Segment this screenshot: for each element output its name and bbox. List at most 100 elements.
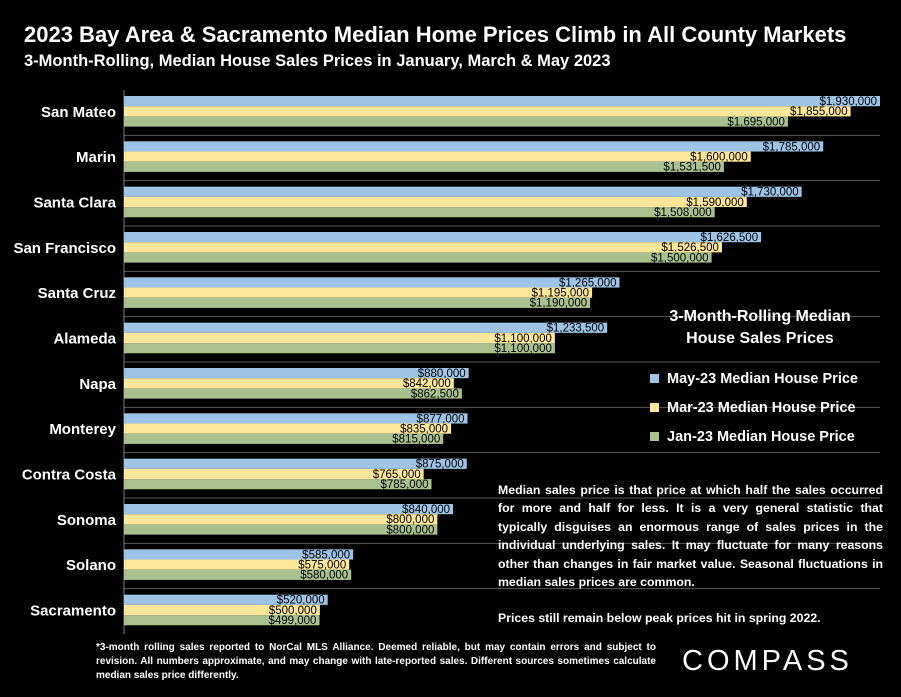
data-label: $1,730,000 (741, 187, 799, 199)
category-label: Sonoma (57, 512, 117, 529)
data-label: $1,600,000 (690, 152, 748, 164)
legend-swatch-may (650, 374, 659, 383)
data-label: $880,000 (418, 368, 466, 380)
bar (124, 468, 424, 480)
data-label: $1,590,000 (686, 197, 744, 209)
bar (124, 343, 555, 354)
bar (124, 297, 591, 308)
bar (124, 549, 354, 560)
data-label: $875,000 (416, 459, 464, 471)
bar (124, 514, 438, 525)
data-label: $1,930,000 (819, 96, 877, 108)
data-label: $1,626,500 (701, 232, 759, 244)
data-label: $1,785,000 (763, 141, 821, 153)
legend-title-line2: House Sales Prices (686, 330, 834, 347)
data-label: $1,233,500 (547, 323, 605, 335)
legend-item-may: May-23 Median House Price (650, 364, 890, 393)
bar (124, 196, 747, 208)
bar (124, 594, 328, 605)
category-label: San Francisco (13, 240, 116, 257)
bar (124, 277, 620, 288)
bar (124, 569, 352, 580)
category-label: Marin (76, 149, 116, 166)
data-label: $1,265,000 (559, 277, 617, 289)
legend-swatch-mar (650, 403, 659, 412)
data-label: $1,100,000 (494, 333, 552, 345)
data-label: $842,000 (403, 378, 451, 390)
bar (124, 413, 468, 424)
bar (124, 242, 722, 253)
bar (124, 207, 715, 218)
legend-title: 3-Month-Rolling Median House Sales Price… (650, 306, 870, 350)
data-label: $580,000 (300, 570, 348, 582)
chart-title: 2023 Bay Area & Sacramento Median Home P… (24, 22, 847, 47)
bar (124, 559, 350, 570)
legend: 3-Month-Rolling Median House Sales Price… (650, 306, 890, 451)
data-label: $1,100,000 (494, 343, 552, 355)
category-label: Napa (79, 376, 116, 393)
bar (124, 504, 454, 515)
data-label: $877,000 (417, 413, 465, 425)
data-label: $1,190,000 (530, 298, 588, 310)
legend-label-mar: Mar-23 Median House Price (667, 399, 856, 416)
bar (124, 524, 438, 535)
bar (124, 141, 824, 152)
data-label: $862,500 (411, 388, 459, 400)
data-label: $1,508,000 (654, 207, 712, 219)
bar (124, 615, 320, 626)
category-label: Sacramento (30, 602, 116, 619)
data-label: $840,000 (402, 504, 450, 516)
bar (124, 433, 444, 444)
bar (124, 388, 462, 399)
bar (124, 151, 751, 162)
data-label: $1,695,000 (727, 116, 785, 128)
legend-label-may: May-23 Median House Price (667, 370, 858, 387)
legend-swatch-jan (650, 432, 659, 441)
data-label: $800,000 (386, 524, 434, 536)
data-label: $1,531,500 (663, 162, 721, 174)
category-label: Contra Costa (22, 466, 117, 483)
data-label: $765,000 (373, 469, 421, 481)
data-label: $1,526,500 (661, 242, 719, 254)
bar (124, 604, 320, 616)
bar (124, 106, 851, 117)
category-label: Solano (66, 557, 116, 574)
legend-item-mar: Mar-23 Median House Price (650, 393, 890, 422)
data-label: $575,000 (298, 560, 346, 572)
data-label: $1,195,000 (532, 288, 590, 300)
footnote: *3-month rolling sales reported to NorCa… (96, 642, 656, 682)
bar (124, 378, 454, 389)
data-label: $835,000 (400, 424, 448, 436)
bar (124, 479, 432, 490)
data-label: $800,000 (386, 514, 434, 526)
data-label: $585,000 (302, 549, 350, 561)
bar (124, 458, 467, 469)
bar (124, 322, 608, 333)
data-label: $1,500,000 (651, 252, 709, 264)
bar (124, 96, 880, 107)
bar (124, 252, 712, 263)
note-paragraph-2: Prices still remain below peak prices hi… (498, 611, 821, 626)
bar (124, 423, 452, 434)
data-label: $785,000 (381, 479, 429, 491)
bar (124, 186, 802, 197)
bar (124, 368, 469, 379)
legend-label-jan: Jan-23 Median House Price (667, 428, 855, 445)
bar (124, 161, 724, 172)
bar (124, 287, 593, 298)
note-paragraph-1: Median sales price is that price at whic… (498, 483, 883, 590)
category-label: Santa Cruz (38, 285, 116, 302)
category-label: Alameda (53, 330, 116, 347)
data-label: $815,000 (392, 434, 440, 446)
data-label: $499,000 (268, 615, 316, 627)
bar (124, 232, 762, 243)
data-label: $1,855,000 (790, 106, 848, 118)
compass-logo: COMPASS (682, 645, 853, 677)
category-label: Santa Clara (33, 194, 116, 211)
category-label: Monterey (49, 421, 116, 438)
legend-title-line1: 3-Month-Rolling Median (669, 308, 851, 325)
bar (124, 116, 788, 127)
median-explanation-note: Median sales price is that price at whic… (498, 481, 883, 628)
data-label: $520,000 (277, 595, 325, 607)
